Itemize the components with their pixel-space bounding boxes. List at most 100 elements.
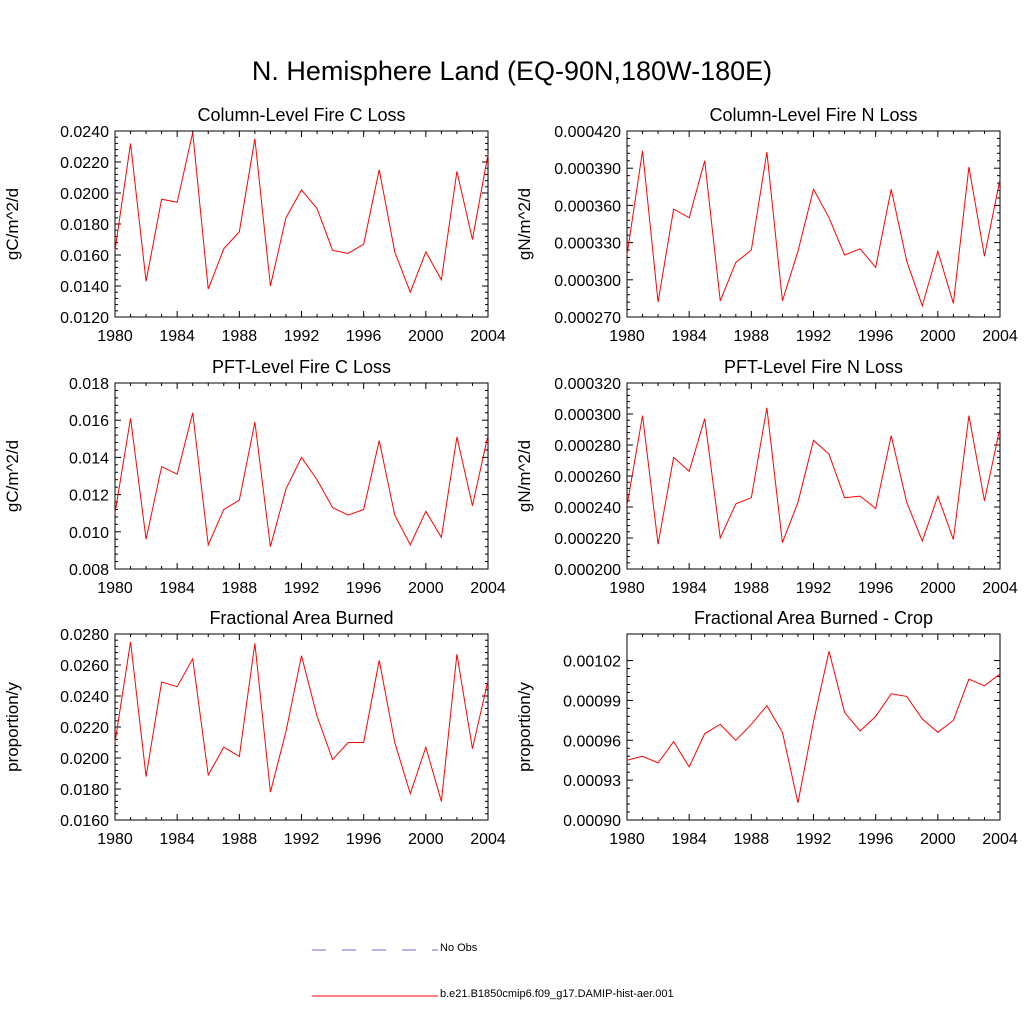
y-tick-label: 0.014: [69, 450, 109, 467]
y-tick-label: 0.0180: [60, 217, 109, 234]
chart-title: Column-Level Fire C Loss: [197, 105, 405, 125]
x-tick-label: 2000: [408, 831, 444, 848]
y-tick-label: 0.000330: [554, 236, 621, 253]
y-tick-label: 0.018: [69, 376, 109, 393]
x-tick-label: 1988: [734, 831, 770, 848]
y-tick-label: 0.010: [69, 525, 109, 542]
x-tick-label: 1980: [609, 580, 645, 597]
y-tick-label: 0.0280: [60, 627, 109, 644]
x-tick-label: 2004: [982, 328, 1018, 345]
x-tick-label: 1984: [671, 580, 707, 597]
x-tick-label: 1984: [159, 328, 195, 345]
x-tick-label: 1980: [97, 831, 133, 848]
x-tick-label: 2004: [470, 328, 506, 345]
y-tick-label: 0.0200: [60, 186, 109, 203]
y-axis-label: gC/m^2/d: [3, 440, 22, 512]
model-line-swatch: [312, 995, 438, 997]
x-tick-label: 1988: [222, 580, 258, 597]
chart-panel-1: 1980 1984 1988 1992 1996 2000 2004 0.0120 0.0140…: [3, 105, 506, 345]
y-tick-label: 0.000320: [554, 376, 621, 393]
chart-panel-3: 1980 1984 1988 1992 1996 2000 2004 0.008 0.010 0.…: [3, 357, 506, 597]
series-line: [626, 150, 1001, 308]
y-tick-label: 0.000240: [554, 500, 621, 517]
obs-line-swatch: [312, 949, 438, 951]
chart-panel-4: 1980 1984 1988 1992 1996 2000 2004 0.000200 0.00…: [515, 357, 1018, 597]
x-tick-label: 1980: [609, 831, 645, 848]
x-tick-label: 1996: [858, 831, 894, 848]
plot-frame: [114, 633, 489, 821]
y-axis-label: proportion/y: [3, 682, 22, 772]
x-tick-label: 2000: [920, 831, 956, 848]
x-tick-label: 1980: [97, 580, 133, 597]
x-tick-label: 1992: [796, 328, 832, 345]
plot-frame: [626, 130, 1001, 318]
x-tick-label: 1996: [858, 580, 894, 597]
x-tick-label: 1984: [671, 328, 707, 345]
y-tick-label: 0.0160: [60, 813, 109, 830]
y-tick-label: 0.0180: [60, 782, 109, 799]
y-tick-label: 0.00090: [563, 813, 621, 830]
plot-frame: [114, 382, 489, 570]
y-tick-label: 0.008: [69, 562, 109, 579]
plot-frame: [626, 382, 1001, 570]
y-axis-label: gC/m^2/d: [3, 188, 22, 260]
y-tick-label: 0.000300: [554, 407, 621, 424]
chart-title: Fractional Area Burned: [209, 608, 393, 628]
x-tick-label: 2004: [470, 831, 506, 848]
y-tick-label: 0.0120: [60, 310, 109, 327]
x-tick-label: 1992: [796, 831, 832, 848]
page-title: N. Hemisphere Land (EQ-90N,180W-180E): [251, 56, 773, 86]
y-tick-label: 0.000260: [554, 469, 621, 486]
series-line: [114, 132, 489, 294]
x-tick-label: 1996: [346, 580, 382, 597]
chart-title: PFT-Level Fire N Loss: [724, 357, 903, 377]
y-tick-label: 0.0160: [60, 248, 109, 265]
chart-title: Fractional Area Burned - Crop: [694, 608, 933, 628]
y-tick-label: 0.000300: [554, 273, 621, 290]
series-line: [114, 641, 489, 802]
x-tick-label: 1984: [159, 580, 195, 597]
y-axis-label: gN/m^2/d: [515, 188, 534, 260]
y-tick-label: 0.0200: [60, 751, 109, 768]
x-tick-label: 2000: [920, 328, 956, 345]
series-line: [626, 651, 1001, 803]
chart-panel-6: 1980 1984 1988 1992 1996 2000 2004 0.00090 0.000…: [515, 608, 1018, 848]
x-tick-label: 1980: [97, 328, 133, 345]
y-tick-label: 0.000200: [554, 562, 621, 579]
y-tick-label: 0.00096: [563, 733, 621, 750]
y-tick-label: 0.000280: [554, 438, 621, 455]
x-tick-label: 2000: [408, 580, 444, 597]
x-tick-label: 1984: [671, 831, 707, 848]
y-tick-label: 0.0240: [60, 124, 109, 141]
x-tick-label: 1996: [346, 831, 382, 848]
chart-panel-2: 1980 1984 1988 1992 1996 2000 2004 0.000270 0.00…: [515, 105, 1018, 345]
y-tick-label: 0.00102: [563, 654, 621, 671]
chart-title: PFT-Level Fire C Loss: [212, 357, 391, 377]
x-tick-label: 1996: [858, 328, 894, 345]
y-tick-label: 0.016: [69, 413, 109, 430]
y-axis-label: gN/m^2/d: [515, 440, 534, 512]
x-tick-label: 1988: [734, 328, 770, 345]
y-tick-label: 0.000390: [554, 161, 621, 178]
y-tick-label: 0.00099: [563, 693, 621, 710]
y-tick-label: 0.000360: [554, 198, 621, 215]
x-tick-label: 2004: [470, 580, 506, 597]
legend-label-model: b.e21.B1850cmip6.f09_g17.DAMIP-hist-aer.…: [440, 988, 674, 1000]
x-tick-label: 2000: [920, 580, 956, 597]
y-tick-label: 0.000420: [554, 124, 621, 141]
y-tick-label: 0.000220: [554, 531, 621, 548]
legend-label-obs: No Obs: [440, 942, 478, 954]
chart-title: Column-Level Fire N Loss: [709, 105, 917, 125]
x-tick-label: 2000: [408, 328, 444, 345]
y-tick-label: 0.0220: [60, 155, 109, 172]
x-tick-label: 1996: [346, 328, 382, 345]
x-tick-label: 2004: [982, 831, 1018, 848]
y-tick-label: 0.0220: [60, 720, 109, 737]
y-tick-label: 0.0260: [60, 658, 109, 675]
x-tick-label: 1992: [796, 580, 832, 597]
y-tick-label: 0.0240: [60, 689, 109, 706]
y-tick-label: 0.000270: [554, 310, 621, 327]
series-line: [114, 412, 489, 547]
y-tick-label: 0.0140: [60, 279, 109, 296]
x-tick-label: 1984: [159, 831, 195, 848]
